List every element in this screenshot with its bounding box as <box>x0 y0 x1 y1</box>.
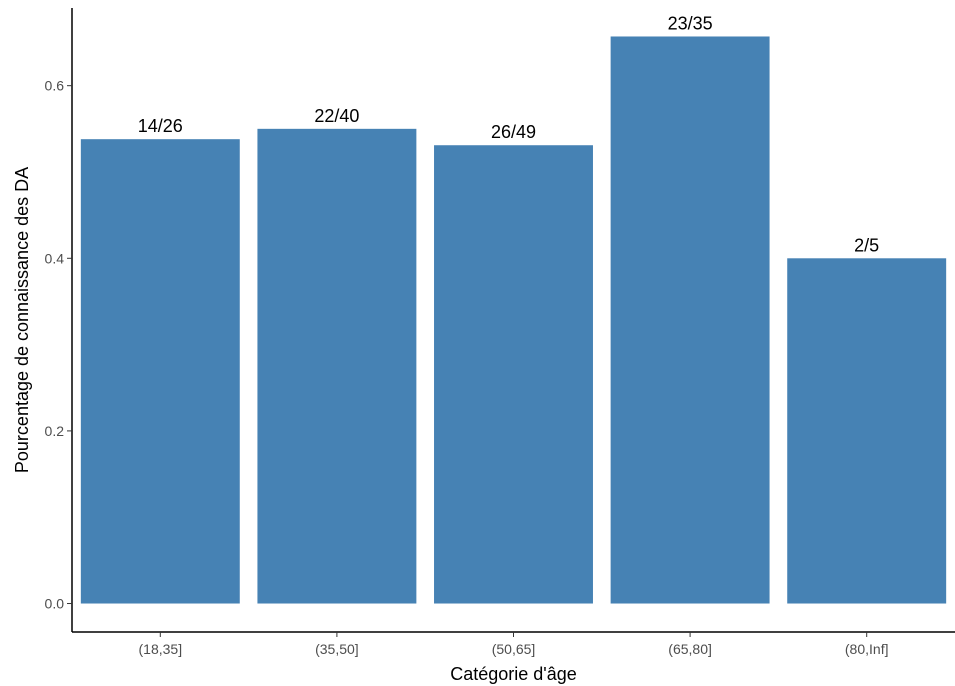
data-label-4: 2/5 <box>854 235 879 255</box>
data-label-2: 26/49 <box>491 122 536 142</box>
data-label-3: 23/35 <box>668 13 713 33</box>
x-tick-label-2: (50,65] <box>492 641 536 657</box>
x-axis-title: Catégorie d'âge <box>450 664 577 684</box>
y-tick-label-3: 0.6 <box>45 78 65 94</box>
bar-0 <box>80 139 240 604</box>
x-tick-label-4: (80,Inf] <box>845 641 889 657</box>
bar-3 <box>610 36 770 604</box>
data-label-0: 14/26 <box>138 116 183 136</box>
x-axis-ticks: (18,35] (35,50] (50,65] (65,80] (80,Inf] <box>139 632 889 657</box>
bar-2 <box>434 145 593 604</box>
y-tick-label-1: 0.2 <box>45 423 65 439</box>
bar-1 <box>257 128 417 604</box>
x-tick-label-1: (35,50] <box>315 641 359 657</box>
bars-group <box>80 36 947 604</box>
x-tick-label-3: (65,80] <box>668 641 712 657</box>
y-axis-title: Pourcentage de connaissance des DA <box>12 167 32 473</box>
x-tick-label-0: (18,35] <box>139 641 183 657</box>
y-axis-ticks: 0.0 0.2 0.4 0.6 <box>45 78 72 612</box>
data-label-1: 22/40 <box>314 106 359 126</box>
data-labels-group: 14/26 22/40 26/49 23/35 2/5 <box>138 13 879 255</box>
y-tick-label-2: 0.4 <box>45 250 65 266</box>
y-tick-label-0: 0.0 <box>45 596 65 612</box>
bar-4 <box>787 258 947 604</box>
